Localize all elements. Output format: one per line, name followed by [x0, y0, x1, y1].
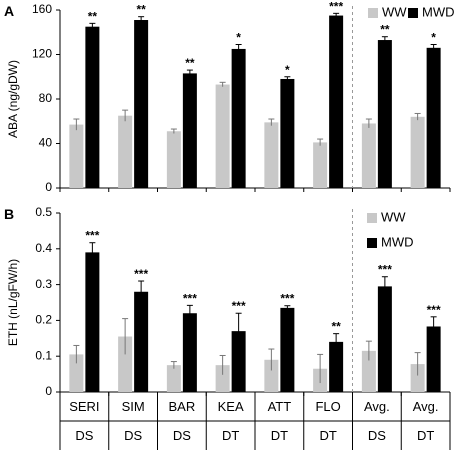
bar-ww	[410, 116, 425, 188]
significance-label: ***	[134, 267, 148, 281]
y-tick-label: 0.4	[35, 241, 52, 255]
legend-label-ww: WW	[381, 209, 406, 224]
category-label: SERI	[69, 399, 99, 414]
bar-mwd	[182, 313, 197, 392]
bar-ww	[215, 365, 230, 392]
bar-mwd	[134, 20, 149, 189]
bar-ww	[166, 365, 181, 392]
legend-label-mwd: MWD	[422, 4, 454, 19]
bar-mwd	[329, 15, 344, 188]
bar-mwd	[182, 73, 197, 188]
category-label: FLO	[315, 399, 340, 414]
legend-label-ww: WW	[382, 4, 407, 19]
significance-label: *	[285, 63, 290, 77]
bar-ww	[410, 364, 425, 392]
significance-label: *	[236, 30, 241, 44]
significance-label: ***	[183, 291, 197, 305]
panel-label: B	[4, 206, 14, 222]
significance-label: ***	[280, 292, 294, 306]
bar-mwd	[329, 341, 344, 392]
bar-mwd	[231, 48, 246, 188]
significance-label: ***	[427, 303, 441, 317]
significance-label: *	[431, 30, 436, 44]
y-tick-label: 0	[45, 384, 52, 398]
category-label: SIM	[122, 399, 145, 414]
y-tick-label: 0.1	[35, 348, 52, 362]
group-label: DS	[75, 428, 93, 443]
y-tick-label: 80	[39, 91, 53, 105]
category-label: Avg.	[413, 399, 439, 414]
significance-label: ***	[232, 299, 246, 313]
bar-ww	[215, 84, 230, 188]
bar-ww	[313, 142, 328, 188]
y-tick-label: 160	[32, 2, 52, 16]
y-tick-label: 0.3	[35, 277, 52, 291]
group-label: DT	[271, 428, 288, 443]
legend-swatch-ww	[368, 8, 378, 18]
y-tick-label: 40	[39, 136, 53, 150]
significance-label: **	[185, 56, 195, 70]
legend-swatch-ww	[367, 213, 377, 223]
significance-label: **	[136, 3, 146, 17]
category-label: KEA	[218, 399, 244, 414]
bar-ww	[69, 124, 84, 188]
legend-label-mwd: MWD	[381, 234, 414, 249]
significance-label: **	[380, 23, 390, 37]
group-label: DS	[368, 428, 386, 443]
y-axis-label: ETH (nL/gFW/h)	[6, 259, 20, 346]
y-tick-label: 0	[45, 180, 52, 194]
bar-ww	[361, 350, 376, 392]
bar-ww	[69, 354, 84, 392]
group-label: DT	[417, 428, 434, 443]
significance-label: ***	[85, 229, 99, 243]
bar-mwd	[85, 252, 100, 392]
bar-ww	[361, 123, 376, 188]
significance-label: **	[88, 9, 98, 23]
panel-label: A	[4, 3, 14, 19]
category-label: BAR	[169, 399, 196, 414]
significance-label: ***	[378, 263, 392, 277]
group-label: DS	[173, 428, 191, 443]
legend-swatch-mwd	[367, 238, 377, 248]
bar-ww	[264, 359, 279, 392]
bar-ww	[264, 122, 279, 188]
y-axis-label: ABA (ng/gDW)	[6, 60, 20, 138]
bar-mwd	[134, 291, 149, 392]
bar-ww	[118, 115, 133, 188]
y-tick-label: 0.5	[35, 205, 52, 219]
category-label: Avg.	[364, 399, 390, 414]
bar-mwd	[426, 326, 441, 392]
legend-swatch-mwd	[408, 8, 418, 18]
y-tick-label: 120	[32, 47, 52, 61]
bar-ww	[166, 131, 181, 188]
bar-ww	[118, 336, 133, 392]
significance-label: **	[331, 320, 341, 334]
group-label: DT	[222, 428, 239, 443]
bar-mwd	[231, 331, 246, 392]
bar-mwd	[280, 307, 295, 392]
bar-mwd	[85, 26, 100, 188]
bar-mwd	[377, 40, 392, 188]
bar-mwd	[377, 286, 392, 392]
bar-mwd	[280, 78, 295, 188]
significance-label: ***	[329, 0, 343, 13]
y-tick-label: 0.2	[35, 313, 52, 327]
category-table: SERI DS SIM DS BAR DS KEA DT ATT DT FLO DT Avg. DS Avg…	[59, 392, 451, 450]
bar-mwd	[426, 47, 441, 189]
category-label: ATT	[268, 399, 292, 414]
group-label: DS	[124, 428, 142, 443]
group-label: DT	[319, 428, 336, 443]
